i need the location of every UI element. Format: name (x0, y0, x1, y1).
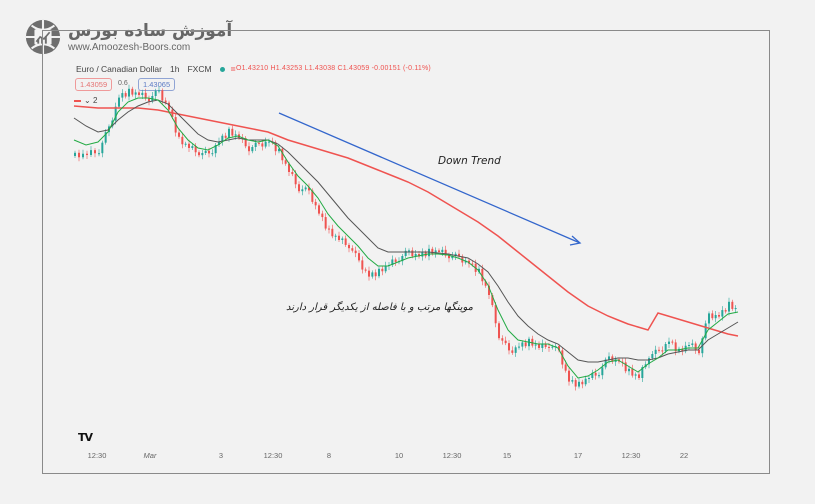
sell-price-button[interactable]: 1.43059 (75, 78, 113, 91)
ohlc-values: O1.43210 H1.43253 L1.43038 C1.43059 -0.0… (236, 65, 431, 72)
x-tick-label: 12:30 (263, 451, 283, 460)
interval[interactable]: 1h (170, 64, 180, 74)
equal-icon: = (230, 64, 236, 74)
tradingview-logo-icon: TV (78, 431, 93, 444)
indicator-count: 2 (92, 96, 98, 105)
trend-arrow (278, 112, 582, 246)
x-tick-label: Mar (143, 451, 157, 460)
x-tick-label: 3 (218, 451, 224, 460)
ma-note: موینگها مرتب و با فاصله از یکدیگر قرار د… (286, 302, 474, 313)
x-tick-label: 22 (679, 451, 689, 460)
ma-line-icon (74, 100, 81, 102)
x-tick-label: 12:30 (87, 451, 107, 460)
x-tick-label: 12:30 (621, 451, 641, 460)
indicators-toggle[interactable]: ⌄ 2 (74, 96, 97, 105)
chart-header: Euro / Canadian Dollar 1h FXCM = (76, 64, 246, 74)
x-tick-label: 15 (502, 451, 512, 460)
symbol-name[interactable]: Euro / Canadian Dollar (76, 64, 162, 74)
chart-frame (42, 30, 770, 474)
brand-url: www.Amoozesh-Boors.com (68, 41, 191, 53)
spread-value: 0.6 (118, 80, 128, 87)
trend-label: Down Trend (438, 155, 501, 167)
market-status-dot-icon (219, 66, 225, 72)
chevron-down-icon: ⌄ (84, 96, 93, 105)
ma-fast-line (73, 97, 739, 379)
x-tick-label: 12:30 (442, 451, 462, 460)
x-tick-label: 10 (394, 451, 404, 460)
candlesticks (74, 84, 737, 391)
ma-mid-line (73, 99, 739, 363)
buy-price-button[interactable]: 1.43065 (138, 78, 176, 91)
x-tick-label: 17 (573, 451, 583, 460)
data-source: FXCM (187, 64, 212, 74)
x-tick-label: 8 (326, 451, 332, 460)
ma-slow-line (73, 105, 739, 337)
